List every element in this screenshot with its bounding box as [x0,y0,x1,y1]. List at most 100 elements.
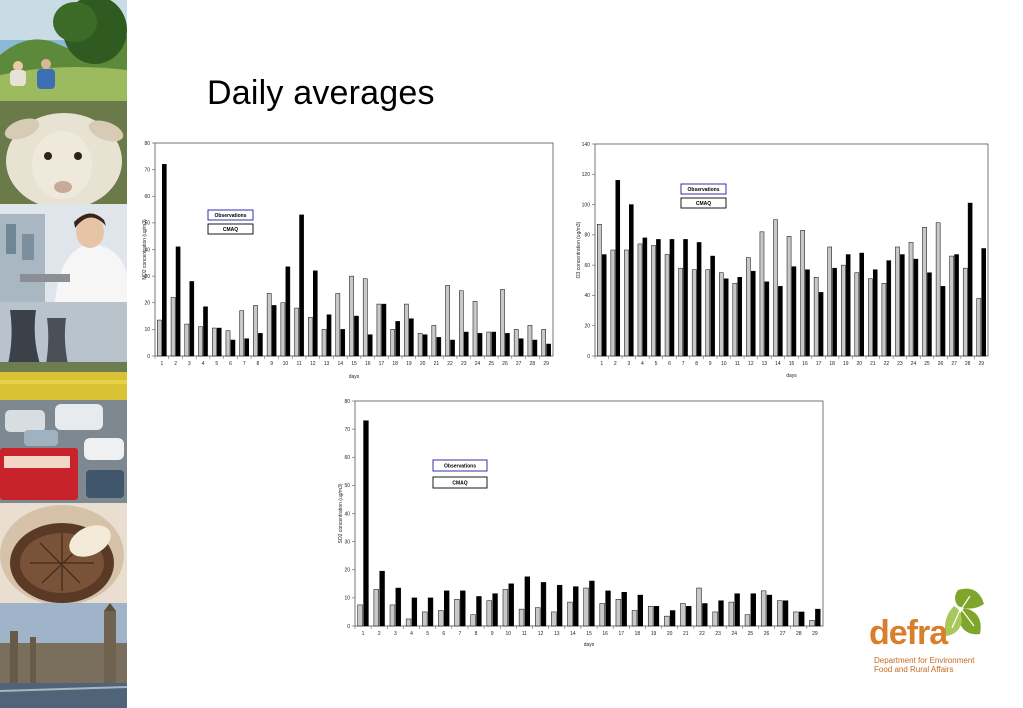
x-tick-label: 19 [843,361,849,367]
x-tick-label: 23 [715,631,721,637]
x-tick-label: 14 [775,361,781,367]
bar-cmaq-day-14 [340,329,346,357]
bar-observations-day-2 [610,249,616,357]
y-axis-label: SO2 concentration (ug/m3) [338,483,344,543]
y-tick-label: 140 [582,142,591,148]
bar-cmaq-day-7 [683,239,688,357]
bar-cmaq-day-4 [642,237,648,357]
bar-observations-day-24 [472,301,478,357]
bar-observations-day-3 [624,249,629,357]
bar-cmaq-day-8 [696,242,702,357]
x-tick-label: 3 [188,361,191,367]
bar-observations-day-4 [198,326,203,357]
x-tick-label: 12 [538,631,544,637]
x-tick-label: 13 [324,361,330,367]
bar-observations-day-18 [827,246,832,357]
y-tick-label: 80 [344,399,350,405]
plot-area [154,142,554,357]
road-traffic-photo [0,400,127,503]
bar-observations-day-6 [664,254,670,357]
x-tick-label: 15 [789,361,795,367]
bar-observations-day-13 [759,231,765,357]
bar-observations-day-18 [390,329,396,357]
x-tick-label: 10 [506,631,512,637]
bar-cmaq-day-17 [381,303,387,357]
bar-observations-day-16 [362,278,368,357]
bar-observations-day-24 [908,242,914,357]
bar-cmaq-day-22 [886,260,892,357]
bar-observations-day-16 [800,230,805,357]
x-tick-label: 18 [829,361,835,367]
defra-line-1: Department for Environment [874,656,975,665]
bar-observations-day-10 [280,302,286,357]
x-tick-label: 11 [735,361,740,367]
x-tick-label: 12 [748,361,754,367]
bar-cmaq-day-12 [751,270,756,357]
bar-cmaq-day-21 [436,337,442,357]
bar-cmaq-day-12 [540,582,547,627]
x-tick-label: 21 [870,361,876,367]
bar-observations-day-23 [712,611,718,627]
bar-observations-day-17 [615,599,622,627]
bar-observations-day-26 [500,289,505,357]
bar-observations-day-7 [239,310,245,357]
y-tick-label: 80 [584,233,590,239]
defra-leaf-icon [945,588,984,636]
x-tick-label: 27 [780,631,786,637]
legend-label-observations: Observations [444,463,476,469]
slide-title: Daily averages [207,74,435,112]
x-tick-label: 27 [951,361,957,367]
x-axis-label: days [584,642,595,648]
bar-observations-day-26 [935,222,941,357]
bar-cmaq-day-10 [285,266,291,357]
legend-box-cmaq [432,476,488,489]
bar-cmaq-day-22 [702,603,708,627]
bar-observations-day-5 [422,611,428,627]
x-tick-label: 17 [379,361,385,367]
y-tick-label: 40 [144,247,150,253]
bar-cmaq-day-29 [981,248,986,357]
y-tick-label: 0 [347,624,350,630]
x-tick-label: 5 [426,631,429,637]
bar-cmaq-day-15 [791,266,797,357]
bar-observations-day-17 [813,277,819,357]
x-tick-label: 8 [257,361,260,367]
bar-cmaq-day-7 [460,590,466,627]
bar-cmaq-day-16 [805,269,810,357]
x-tick-label: 29 [978,361,984,367]
bar-observations-day-9 [705,269,711,357]
bar-observations-day-23 [459,290,464,357]
bar-cmaq-day-16 [605,590,611,627]
x-tick-label: 12 [310,361,316,367]
y-tick-label: 60 [344,455,350,461]
bar-observations-day-1 [357,604,363,627]
bar-observations-day-19 [840,264,846,357]
bar-observations-day-2 [170,297,176,357]
bar-observations-day-11 [518,608,525,627]
x-tick-label: 24 [475,361,481,367]
bar-observations-day-21 [868,278,873,357]
bar-cmaq-day-21 [686,606,692,627]
bar-cmaq-day-13 [764,281,770,357]
bar-cmaq-day-9 [710,255,715,357]
bar-cmaq-day-20 [422,334,428,357]
mushroom-photo [0,503,127,603]
x-tick-label: 6 [229,361,232,367]
bar-cmaq-day-6 [669,239,675,357]
y-tick-label: 20 [584,323,590,329]
bar-cmaq-day-25 [750,593,756,627]
bar-observations-day-15 [786,236,792,357]
bar-observations-day-17 [376,303,382,357]
bar-observations-day-5 [651,245,656,357]
london-skyline-photo [0,603,127,708]
x-tick-label: 25 [924,361,930,367]
x-tick-label: 6 [442,631,445,637]
bar-observations-day-15 [583,587,589,627]
bar-cmaq-day-27 [518,338,524,357]
bar-observations-day-4 [405,618,412,627]
bar-observations-day-14 [773,219,778,357]
bar-cmaq-day-15 [354,315,359,357]
bar-observations-day-28 [793,611,799,627]
legend-box-observations [207,209,254,221]
bar-observations-day-7 [678,267,683,357]
